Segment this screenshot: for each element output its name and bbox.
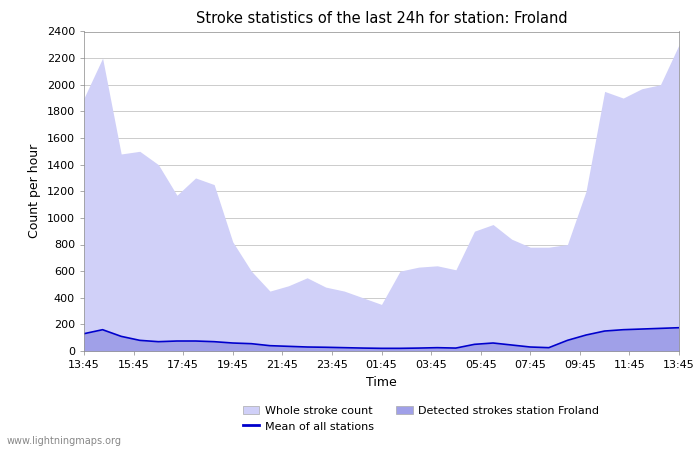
Text: www.lightningmaps.org: www.lightningmaps.org — [7, 436, 122, 446]
Title: Stroke statistics of the last 24h for station: Froland: Stroke statistics of the last 24h for st… — [196, 11, 567, 26]
Y-axis label: Count per hour: Count per hour — [28, 144, 41, 238]
Legend: Whole stroke count, Mean of all stations, Detected strokes station Froland: Whole stroke count, Mean of all stations… — [238, 401, 604, 436]
X-axis label: Time: Time — [366, 376, 397, 389]
